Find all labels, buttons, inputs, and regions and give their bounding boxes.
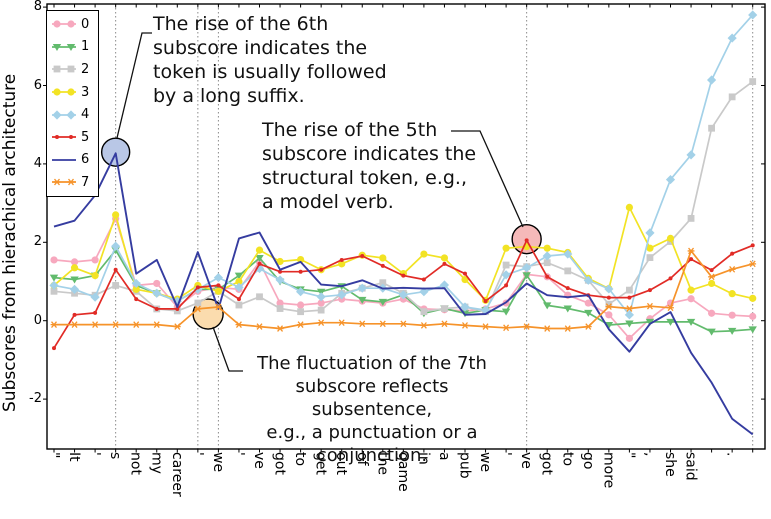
y-tick-label-4: 4 bbox=[33, 155, 42, 171]
annotation-circle-6 bbox=[100, 137, 131, 167]
y-tick-label-2: 2 bbox=[33, 234, 42, 250]
series-5-markers bbox=[52, 238, 755, 351]
legend-sample-6 bbox=[52, 159, 76, 161]
legend-item-6: 6 bbox=[51, 149, 98, 172]
x-tick-label-22: ' bbox=[497, 452, 514, 456]
x-tick-label-27: more bbox=[600, 452, 617, 489]
legend-sample-0 bbox=[52, 20, 76, 28]
x-tick-label-18: in bbox=[415, 452, 432, 465]
x-tick-label-26: go bbox=[579, 452, 596, 470]
x-tick-label-30: she bbox=[662, 452, 678, 477]
y-tick-label-6: 6 bbox=[33, 77, 42, 93]
x-tick-label-5: my bbox=[148, 452, 165, 474]
series-6-line bbox=[53, 152, 754, 436]
series-7-markers bbox=[50, 247, 757, 332]
legend: 0 1 2 3 4 5 6 7 bbox=[46, 10, 99, 197]
x-tick-label-10: ve bbox=[251, 452, 267, 469]
legend-item-4: 4 bbox=[51, 103, 98, 126]
x-tick-label-25: to bbox=[559, 452, 576, 467]
series-4-markers bbox=[49, 10, 758, 320]
legend-item-7: 7 bbox=[51, 171, 98, 194]
x-tick-label-20: pub bbox=[456, 452, 473, 479]
leader-line-1 bbox=[451, 130, 524, 228]
x-tick-label-9: ' bbox=[230, 452, 247, 456]
x-tick-label-2: ' bbox=[86, 452, 103, 456]
x-tick-label-28: " bbox=[620, 452, 637, 459]
x-tick-label-13: get bbox=[312, 452, 329, 475]
legend-label-6: 6 bbox=[81, 152, 90, 168]
annotation-leader-lines bbox=[116, 32, 524, 372]
legend-label-1: 1 bbox=[81, 39, 90, 55]
axes-spines bbox=[46, 3, 766, 450]
leader-line-2 bbox=[212, 326, 243, 372]
legend-label-0: 0 bbox=[81, 16, 90, 32]
x-tick-label-19: a bbox=[435, 452, 452, 461]
x-tick-label-21: we bbox=[477, 452, 494, 473]
legend-sample-3 bbox=[52, 88, 76, 96]
legend-label-7: 7 bbox=[81, 174, 90, 190]
legend-sample-4 bbox=[52, 110, 76, 120]
legend-sample-1 bbox=[52, 43, 76, 51]
legend-sample-7 bbox=[52, 179, 76, 186]
x-tick-label-31: said bbox=[682, 452, 699, 481]
x-tick-label-16: the bbox=[374, 452, 391, 475]
x-tick-label-6: career bbox=[168, 452, 185, 497]
legend-item-5: 5 bbox=[51, 126, 98, 149]
x-tick-label-3: s bbox=[107, 452, 124, 460]
x-tick-label-8: we bbox=[209, 452, 226, 473]
tick-marks bbox=[43, 4, 765, 453]
legend-label-3: 3 bbox=[81, 84, 90, 100]
x-tick-label-23: ve bbox=[518, 452, 535, 469]
legend-label-4: 4 bbox=[81, 107, 90, 123]
x-tick-label-29: , bbox=[641, 452, 658, 457]
x-tick-label-0: " bbox=[45, 452, 62, 459]
legend-item-0: 0 bbox=[51, 13, 98, 36]
x-tick-label-1: It bbox=[66, 452, 83, 462]
legend-label-2: 2 bbox=[81, 61, 90, 77]
x-tick-label-11: got bbox=[271, 452, 288, 475]
annotation-7th-subscore: The fluctuation of the 7th subscore refl… bbox=[257, 353, 487, 466]
legend-label-5: 5 bbox=[81, 129, 90, 145]
y-tick-label-8: 8 bbox=[33, 0, 42, 15]
y-tick-label-0: 0 bbox=[33, 312, 42, 328]
y-tick-label--2: -2 bbox=[29, 391, 42, 407]
leader-line-0 bbox=[116, 32, 152, 139]
x-tick-label-12: to bbox=[292, 452, 309, 467]
x-tick-label-7: ' bbox=[189, 452, 206, 456]
x-tick-label-24: got bbox=[538, 452, 555, 475]
legend-item-3: 3 bbox=[51, 81, 98, 104]
x-tick-label-33: . bbox=[723, 452, 740, 457]
legend-sample-2 bbox=[52, 66, 76, 73]
legend-item-1: 1 bbox=[51, 36, 98, 59]
annotation-5th-subscore: The rise of the 5th subscore indicates t… bbox=[262, 119, 477, 213]
x-tick-label-4: not bbox=[127, 452, 144, 475]
x-tick-label-14: out bbox=[333, 452, 350, 475]
annotation-6th-subscore: The rise of the 6th subscore indicates t… bbox=[153, 13, 387, 107]
x-tick-label-15: of bbox=[353, 452, 370, 466]
legend-item-2: 2 bbox=[51, 58, 98, 81]
x-tick-label-17: game bbox=[394, 452, 411, 492]
legend-sample-5 bbox=[52, 135, 76, 140]
